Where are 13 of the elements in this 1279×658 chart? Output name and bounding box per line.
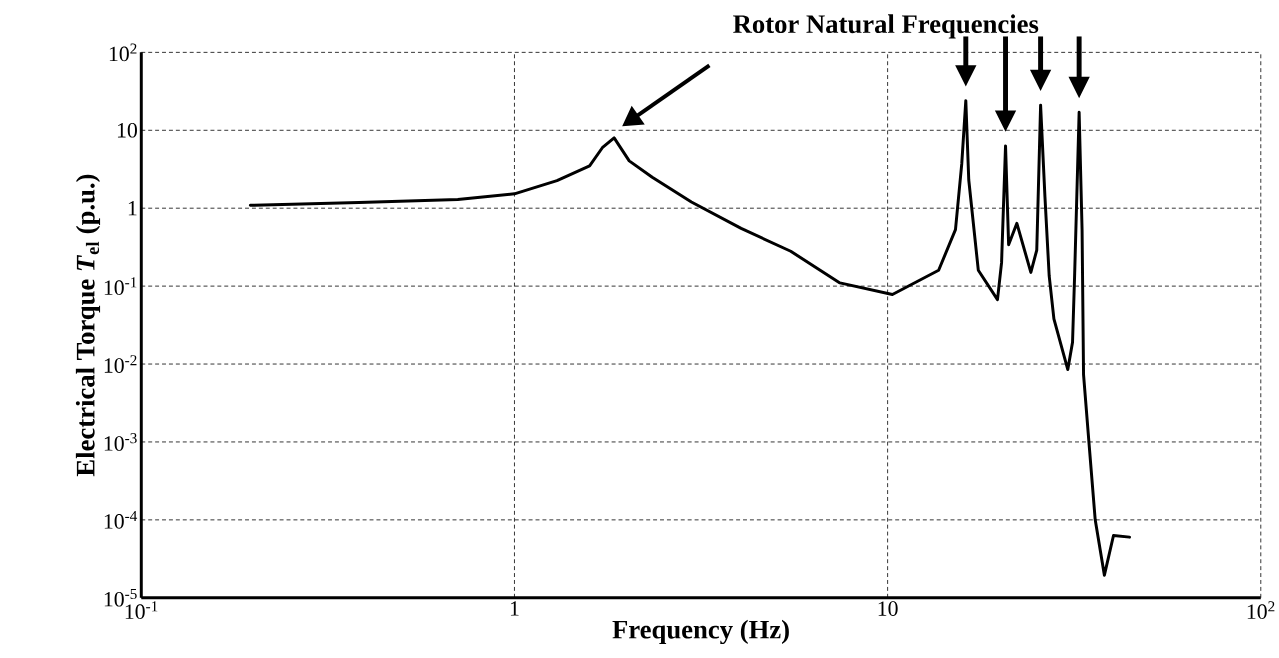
x-tick-label: 1 [510,601,519,616]
y-tick-label: 10$^{2}$ [109,43,137,62]
y-tick-label: 10 [117,122,137,138]
y-tick-label: 1 [128,201,137,216]
y-axis-title: Electrical Torque T$_{el}$ (p.u.) [75,174,101,477]
x-tick-label: 10 [878,601,898,616]
x-axis-title: Frequency (Hz) [612,619,789,645]
y-tick-label: 10$^{-1}$ [104,277,137,295]
y-tick-label: 10$^{-3}$ [104,433,137,451]
x-tick-label: 10$^{2}$ [1247,601,1275,619]
text: Rotor Natural Frequencies [733,14,1039,39]
y-tick-label: 10$^{-4}$ [104,511,138,529]
y-tick-label: 10$^{-2}$ [104,355,137,373]
